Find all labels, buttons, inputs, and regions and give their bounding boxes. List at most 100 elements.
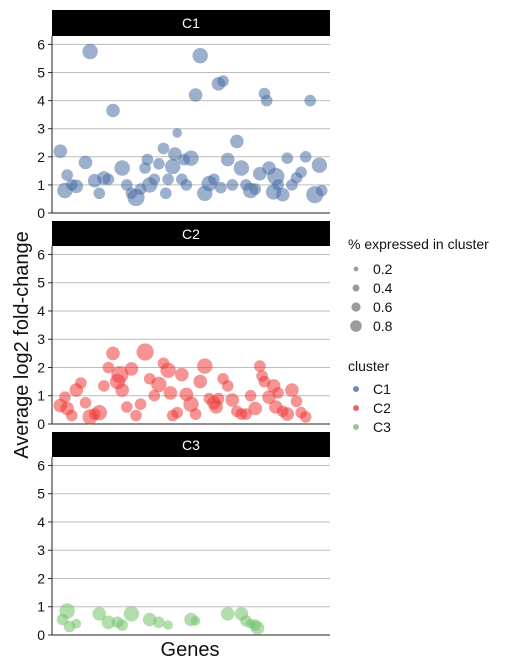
size-legend-key <box>350 320 362 332</box>
size-legend-key <box>353 266 359 272</box>
y-tick-label: 4 <box>37 303 45 319</box>
data-point-C1 <box>299 151 312 163</box>
data-point-C1 <box>192 48 208 64</box>
data-point-C2 <box>197 358 213 374</box>
data-point-C2 <box>59 391 71 404</box>
data-point-C1 <box>183 150 199 166</box>
data-point-C1 <box>148 173 161 186</box>
data-point-C2 <box>225 393 240 407</box>
data-point-C2 <box>75 377 87 389</box>
size-legend-label: 0.2 <box>373 261 393 277</box>
data-point-C3 <box>101 615 116 630</box>
y-tick-label: 6 <box>37 36 45 52</box>
data-point-C2 <box>106 346 120 361</box>
data-point-C3 <box>250 621 265 635</box>
data-point-C2 <box>193 374 207 389</box>
data-point-C2 <box>280 407 295 421</box>
facet-strip-label: C1 <box>182 15 200 31</box>
data-point-C3 <box>153 616 165 629</box>
data-point-C2 <box>121 401 133 413</box>
data-point-C1 <box>153 158 165 170</box>
size-legend-title: % expressed in cluster <box>348 236 489 252</box>
facet-strip <box>52 432 330 457</box>
data-point-C1 <box>281 152 294 164</box>
data-point-C3 <box>142 612 157 627</box>
data-point-C2 <box>124 362 139 376</box>
facet-strip-label: C3 <box>182 437 200 453</box>
y-tick-label: 1 <box>37 599 45 615</box>
color-legend-key-C2 <box>353 405 359 411</box>
y-tick-label: 3 <box>37 542 45 558</box>
data-point-C1 <box>82 43 98 60</box>
size-legend-label: 0.4 <box>373 280 393 296</box>
data-point-C2 <box>240 408 252 420</box>
facet-strip <box>52 221 330 246</box>
data-point-C3 <box>59 603 75 619</box>
data-point-C1 <box>188 88 203 102</box>
data-point-C1 <box>260 94 273 107</box>
data-point-C2 <box>285 383 299 397</box>
data-point-C2 <box>163 386 178 400</box>
data-point-C2 <box>136 343 154 361</box>
data-point-C1 <box>295 166 307 179</box>
data-point-C1 <box>180 179 193 191</box>
data-point-C2 <box>79 397 92 409</box>
data-point-C1 <box>249 183 261 195</box>
data-point-C2 <box>189 408 202 420</box>
y-tick-label: 1 <box>37 177 45 193</box>
data-point-C3 <box>163 620 173 630</box>
data-point-C3 <box>220 607 235 621</box>
data-point-C1 <box>315 184 328 197</box>
data-point-C1 <box>230 134 244 149</box>
facet-strip <box>52 10 330 36</box>
data-point-C1 <box>233 160 250 176</box>
panel-C3: 0 1 2 3 4 5 6 C3 <box>37 432 330 643</box>
y-tick-label: 3 <box>37 331 45 347</box>
y-tick-label: 2 <box>37 149 45 165</box>
data-point-C1 <box>220 152 235 167</box>
data-point-C1 <box>61 169 73 181</box>
size-legend-label: 0.8 <box>373 318 393 334</box>
data-point-C1 <box>162 173 174 186</box>
y-tick-label: 4 <box>37 514 45 530</box>
data-point-C2 <box>66 409 78 422</box>
data-point-C1 <box>208 173 220 186</box>
facet-strip-label: C2 <box>182 226 200 242</box>
data-point-C1 <box>160 187 172 200</box>
data-point-C2 <box>98 380 110 392</box>
data-point-C1 <box>93 187 106 200</box>
data-point-C2 <box>290 395 303 408</box>
data-point-C1 <box>69 179 84 194</box>
color-legend-key-C3 <box>353 424 359 430</box>
size-legend-label: 0.6 <box>373 299 393 315</box>
y-tick-label: 3 <box>37 121 45 137</box>
data-point-C2 <box>111 366 129 384</box>
data-point-C2 <box>183 396 199 412</box>
data-point-C1 <box>165 158 181 175</box>
data-point-C2 <box>244 389 257 402</box>
data-point-C2 <box>130 409 142 422</box>
y-tick-label: 4 <box>37 93 45 109</box>
data-point-C1 <box>215 181 227 194</box>
data-point-C1 <box>311 157 328 173</box>
data-point-C1 <box>217 75 229 87</box>
data-point-C1 <box>275 187 290 202</box>
data-point-C1 <box>272 179 284 191</box>
data-point-C1 <box>114 160 130 176</box>
data-point-C2 <box>134 398 147 411</box>
data-point-C2 <box>248 401 262 416</box>
y-tick-label: 0 <box>37 627 45 643</box>
y-axis-label: Average log2 fold-change <box>11 231 33 459</box>
data-point-C3 <box>71 618 82 629</box>
data-point-C1 <box>168 147 182 161</box>
data-point-C2 <box>299 411 312 423</box>
data-point-C1 <box>78 155 93 170</box>
y-tick-label: 1 <box>37 388 45 404</box>
data-point-C3 <box>116 619 128 631</box>
panel-C1: 0 1 2 3 4 5 6 C1 <box>37 10 330 221</box>
data-point-C1 <box>102 173 115 186</box>
size-legend-key <box>352 284 360 292</box>
data-point-C2 <box>151 376 167 393</box>
y-tick-label: 5 <box>37 486 45 502</box>
data-point-C2 <box>212 392 225 405</box>
